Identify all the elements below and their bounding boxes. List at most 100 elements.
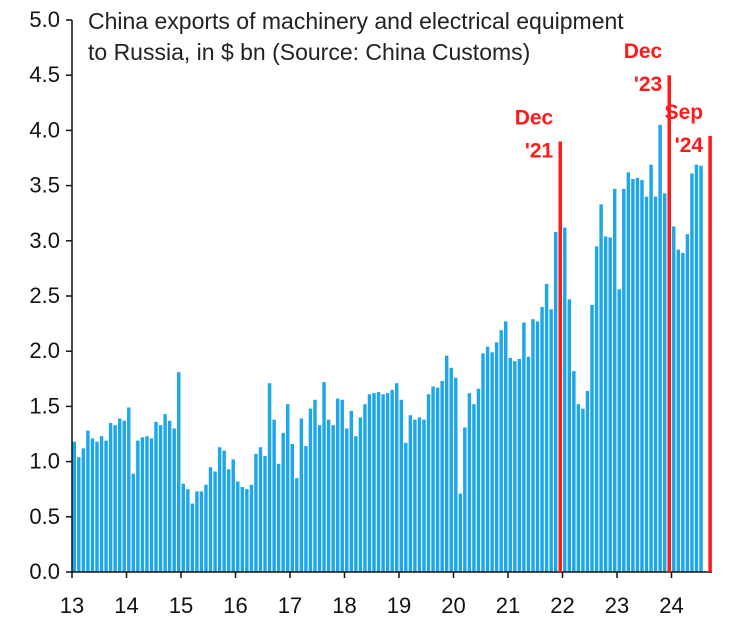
bar — [535, 321, 540, 572]
bar — [349, 410, 354, 572]
bar — [522, 322, 526, 572]
x-tick-label: 13 — [60, 593, 84, 618]
bar — [531, 319, 535, 572]
bar — [313, 399, 317, 572]
bar — [163, 414, 167, 572]
bar — [95, 441, 99, 572]
bar — [444, 355, 449, 572]
bar — [322, 382, 326, 572]
bar — [213, 471, 217, 572]
bar — [694, 164, 699, 572]
bar — [594, 246, 599, 572]
bar — [585, 390, 590, 572]
bar — [513, 361, 517, 572]
bar — [649, 164, 653, 572]
bar — [499, 330, 503, 572]
bar — [526, 356, 531, 572]
bar — [131, 473, 136, 572]
bar — [317, 425, 322, 572]
bar — [136, 440, 140, 572]
bar — [77, 457, 81, 572]
bar — [662, 193, 667, 572]
x-tick-label: 17 — [278, 593, 302, 618]
bar — [603, 236, 608, 572]
bar — [449, 367, 453, 572]
y-tick-label: 4.0 — [29, 117, 60, 142]
bar — [149, 438, 154, 572]
bar — [699, 165, 703, 573]
bar — [481, 353, 485, 572]
bar — [563, 227, 567, 573]
y-tick-label: 3.0 — [29, 228, 60, 253]
bar — [254, 453, 258, 572]
bar — [631, 178, 635, 573]
bar — [326, 419, 331, 572]
bar — [208, 467, 213, 572]
bar — [472, 404, 476, 572]
bar — [240, 486, 245, 572]
bar — [199, 491, 204, 572]
annotation-label: Dec — [624, 40, 663, 63]
y-tick-label: 0.0 — [29, 559, 60, 584]
bar — [454, 377, 458, 572]
annotation-label: '24 — [675, 134, 704, 157]
bar — [467, 393, 472, 572]
bar — [86, 430, 90, 572]
y-tick-label: 2.5 — [29, 283, 60, 308]
bar — [376, 392, 381, 572]
bar — [685, 234, 690, 572]
bar — [590, 304, 594, 572]
bar — [222, 450, 226, 572]
bar — [195, 491, 199, 572]
bar — [658, 124, 662, 572]
bar — [653, 196, 658, 572]
chart-title: China exports of machinery and electrica… — [88, 6, 624, 68]
y-tick-label: 1.0 — [29, 449, 60, 474]
bar — [508, 357, 512, 572]
bar — [186, 489, 190, 572]
bar — [408, 415, 413, 572]
x-tick-label: 15 — [169, 593, 193, 618]
bar — [108, 422, 113, 572]
bar — [358, 417, 363, 572]
bar — [422, 419, 426, 572]
bar — [304, 446, 308, 572]
bar — [367, 394, 372, 572]
bar — [681, 252, 685, 572]
bar — [644, 196, 649, 572]
bar — [426, 394, 431, 572]
annotation-label: '21 — [525, 139, 554, 162]
bar — [286, 404, 290, 572]
bar — [635, 177, 640, 572]
y-tick-label: 1.5 — [29, 393, 60, 418]
x-tick-label: 24 — [659, 593, 683, 618]
bar — [154, 421, 158, 572]
y-tick-label: 4.5 — [29, 62, 60, 87]
bar — [485, 346, 490, 572]
bar — [385, 393, 390, 572]
bar — [81, 448, 86, 572]
bar — [90, 438, 95, 572]
bar — [372, 393, 376, 572]
bar — [104, 440, 108, 572]
bar — [335, 398, 340, 572]
x-tick-label: 18 — [332, 593, 356, 618]
bar — [672, 226, 676, 572]
x-tick-label: 23 — [605, 593, 629, 618]
bar — [544, 283, 549, 572]
bar — [413, 419, 417, 572]
bar — [299, 418, 304, 572]
annotation-label: Sep — [665, 101, 704, 124]
bar — [572, 371, 576, 572]
bar — [276, 463, 281, 572]
bar — [599, 204, 603, 572]
bar — [640, 180, 644, 572]
bar — [72, 441, 76, 572]
bar — [435, 387, 440, 572]
bar — [122, 420, 126, 572]
bar — [417, 417, 422, 572]
bar — [676, 249, 681, 572]
x-tick-label: 19 — [387, 593, 411, 618]
bar — [608, 237, 612, 573]
